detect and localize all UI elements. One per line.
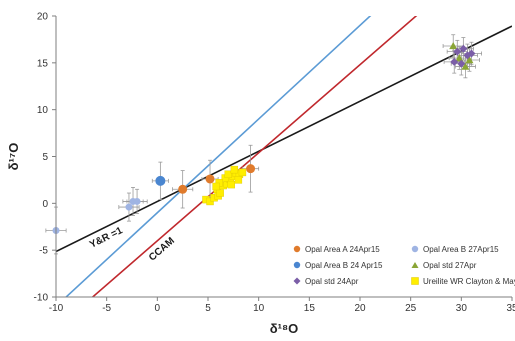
data-point [457,59,466,68]
legend-item: Ureilite WR Clayton & Mayeda [411,277,515,286]
data-point [449,41,458,50]
legend-label: Opal std 27Apr [423,261,477,270]
legend-item: Opal std 24Apr [293,277,359,286]
y-tick-label: -5 [39,246,48,257]
x-tick-label: 5 [205,303,211,314]
legend-item: Opal Area B 24 Apr15 [293,261,383,270]
y-tick-label: 0 [42,199,48,210]
reference-lines [56,16,512,297]
x-tick-label: -10 [49,303,64,314]
y-axis-title: δ¹⁷O [6,143,21,171]
x-tick-label: 15 [304,303,316,314]
data-point [133,197,141,205]
y-tick-label: 20 [37,12,49,23]
data-point [125,203,133,211]
legend-marker [293,245,301,253]
x-tick-label: 35 [506,303,515,314]
data-point [450,57,459,66]
x-tick-label: 0 [155,303,161,314]
data-point [230,165,239,174]
y-tick-label: 15 [37,58,49,69]
x-tick-label: 30 [456,303,468,314]
data-point [238,168,247,177]
legend-marker [411,262,419,268]
data-point [227,180,236,189]
axes: -10 -5 0 5 10 15 20 25 30 35 -10 -5 0 5 10 15 20 [34,12,515,315]
legend-label: Opal Area B 27Apr15 [423,245,499,254]
legend: Opal Area A 24Apr15 Opal Area B 27Apr15 … [293,245,515,286]
x-tick-label: 25 [405,303,417,314]
reference-line [64,16,372,297]
y-tick-label: -10 [34,293,49,304]
data-point [216,189,224,197]
data-points [52,41,476,234]
legend-label: Opal std 24Apr [305,277,359,286]
data-point [212,182,220,191]
data-point [461,62,470,70]
legend-item: Opal std 27Apr [411,261,477,270]
data-point [234,176,243,184]
x-axis-title: δ¹⁸O [270,321,298,336]
line-label-ccam: CCAM [147,235,177,263]
x-tick-label: -5 [102,303,111,314]
x-tick-label: 20 [354,303,366,314]
data-point [205,174,215,184]
data-point [178,184,188,194]
legend-item: Opal Area B 27Apr15 [411,245,499,254]
reference-line [91,16,418,297]
legend-label: Opal Area A 24Apr15 [305,245,380,254]
data-point [206,197,214,206]
legend-marker [293,277,301,285]
error-bars [45,34,483,255]
legend-item: Opal Area A 24Apr15 [293,245,380,254]
data-point [467,49,476,58]
legend-marker [293,261,301,269]
data-point [155,175,166,186]
data-point [459,44,468,53]
legend-marker [411,245,419,253]
x-tick-label: 10 [253,303,265,314]
y-tick-label: 5 [42,152,48,163]
legend-marker [411,277,419,285]
reference-line [56,25,512,253]
data-point [224,170,232,178]
data-point [455,54,464,62]
data-point [465,56,474,64]
data-point [453,47,462,56]
legend-label: Opal Area B 24 Apr15 [305,261,383,270]
data-point [246,164,256,174]
y-tick-label: 10 [37,105,49,116]
legend-label: Ureilite WR Clayton & Mayeda [423,277,515,286]
